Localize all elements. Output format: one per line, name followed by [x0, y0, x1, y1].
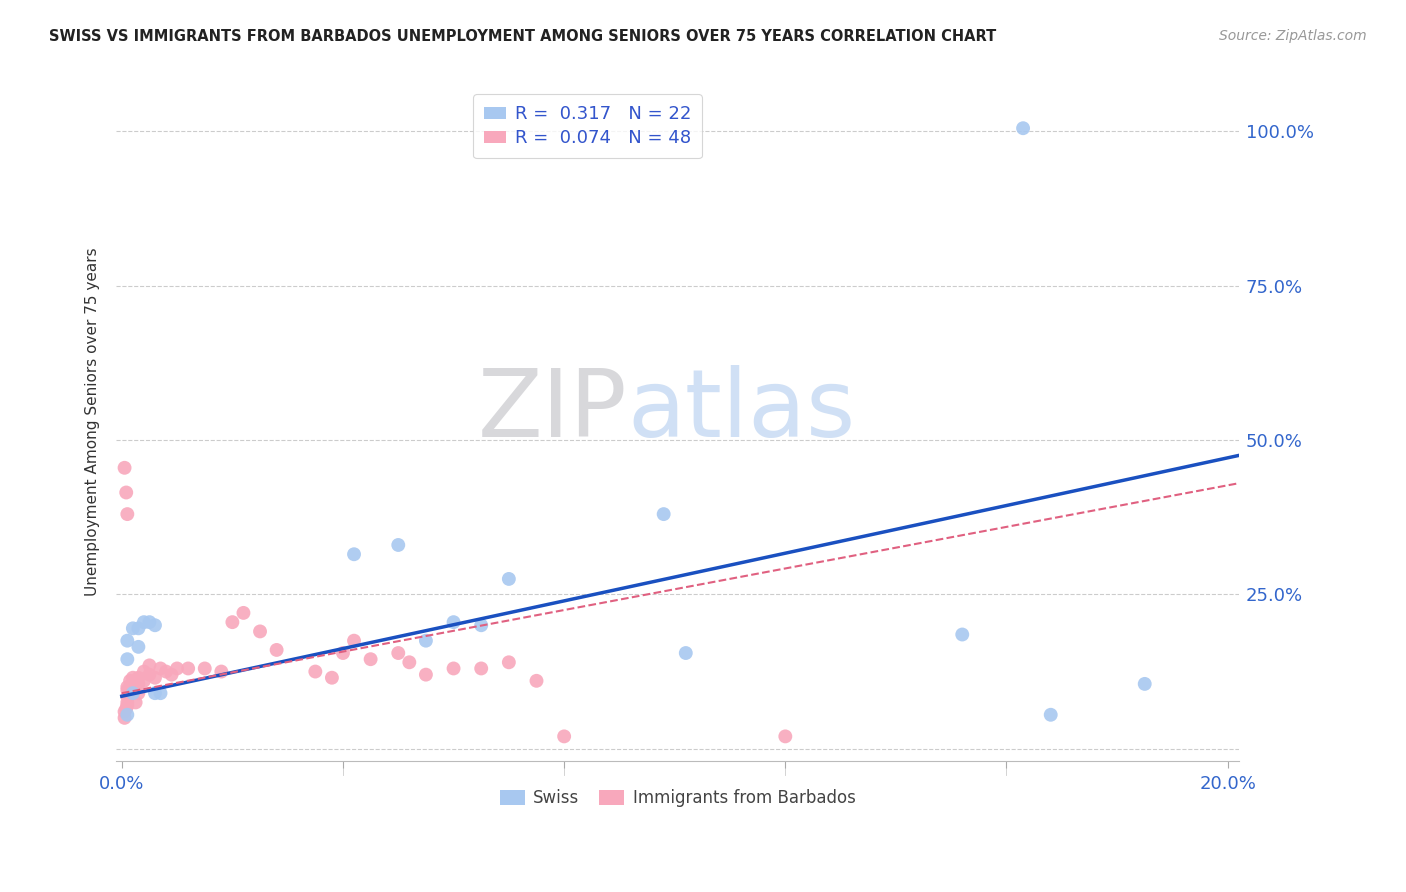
Point — [143, 686, 166, 700]
Text: ZIP: ZIP — [478, 366, 627, 458]
Point — [127, 677, 149, 691]
Point — [132, 615, 155, 629]
Point — [155, 665, 177, 679]
Point — [177, 661, 200, 675]
Point — [132, 673, 155, 688]
Point — [115, 701, 138, 715]
Point — [124, 695, 146, 709]
Point — [398, 655, 420, 669]
Point — [127, 640, 149, 654]
Point — [470, 661, 492, 675]
Point — [117, 698, 139, 713]
Point — [332, 646, 354, 660]
Point — [1012, 121, 1035, 136]
Point — [138, 658, 160, 673]
Point — [138, 667, 160, 681]
Point — [160, 667, 183, 681]
Point — [149, 686, 172, 700]
Point — [117, 683, 139, 698]
Point — [360, 652, 382, 666]
Point — [498, 655, 520, 669]
Point — [194, 661, 217, 675]
Point — [127, 621, 149, 635]
Point — [143, 671, 166, 685]
Point — [775, 730, 797, 744]
Point — [470, 618, 492, 632]
Point — [117, 652, 139, 666]
Point — [120, 673, 142, 688]
Point — [138, 615, 160, 629]
Legend: Swiss, Immigrants from Barbados: Swiss, Immigrants from Barbados — [494, 782, 862, 814]
Point — [121, 621, 143, 635]
Point — [526, 673, 548, 688]
Point — [553, 730, 575, 744]
Point — [443, 661, 465, 675]
Point — [415, 633, 437, 648]
Point — [117, 690, 139, 704]
Point — [387, 538, 409, 552]
Y-axis label: Unemployment Among Seniors over 75 years: Unemployment Among Seniors over 75 years — [86, 247, 100, 596]
Point — [343, 633, 366, 648]
Point — [652, 507, 675, 521]
Point — [115, 485, 138, 500]
Point — [121, 671, 143, 685]
Point — [950, 627, 973, 641]
Point — [266, 643, 288, 657]
Text: Source: ZipAtlas.com: Source: ZipAtlas.com — [1219, 29, 1367, 43]
Point — [117, 707, 139, 722]
Point — [127, 671, 149, 685]
Point — [114, 705, 136, 719]
Point — [249, 624, 271, 639]
Point — [121, 686, 143, 700]
Point — [415, 667, 437, 681]
Point — [321, 671, 343, 685]
Point — [120, 680, 142, 694]
Point — [114, 460, 136, 475]
Text: atlas: atlas — [627, 366, 855, 458]
Point — [209, 665, 232, 679]
Point — [127, 686, 149, 700]
Point — [117, 507, 139, 521]
Point — [221, 615, 243, 629]
Point — [1039, 707, 1062, 722]
Text: SWISS VS IMMIGRANTS FROM BARBADOS UNEMPLOYMENT AMONG SENIORS OVER 75 YEARS CORRE: SWISS VS IMMIGRANTS FROM BARBADOS UNEMPL… — [49, 29, 997, 44]
Point — [498, 572, 520, 586]
Point — [232, 606, 254, 620]
Point — [117, 680, 139, 694]
Point — [149, 661, 172, 675]
Point — [117, 695, 139, 709]
Point — [121, 677, 143, 691]
Point — [304, 665, 326, 679]
Point — [143, 618, 166, 632]
Point — [387, 646, 409, 660]
Point — [443, 615, 465, 629]
Point — [675, 646, 697, 660]
Point — [114, 711, 136, 725]
Point — [132, 665, 155, 679]
Point — [121, 686, 143, 700]
Point — [343, 547, 366, 561]
Point — [166, 661, 188, 675]
Point — [117, 633, 139, 648]
Point — [1133, 677, 1156, 691]
